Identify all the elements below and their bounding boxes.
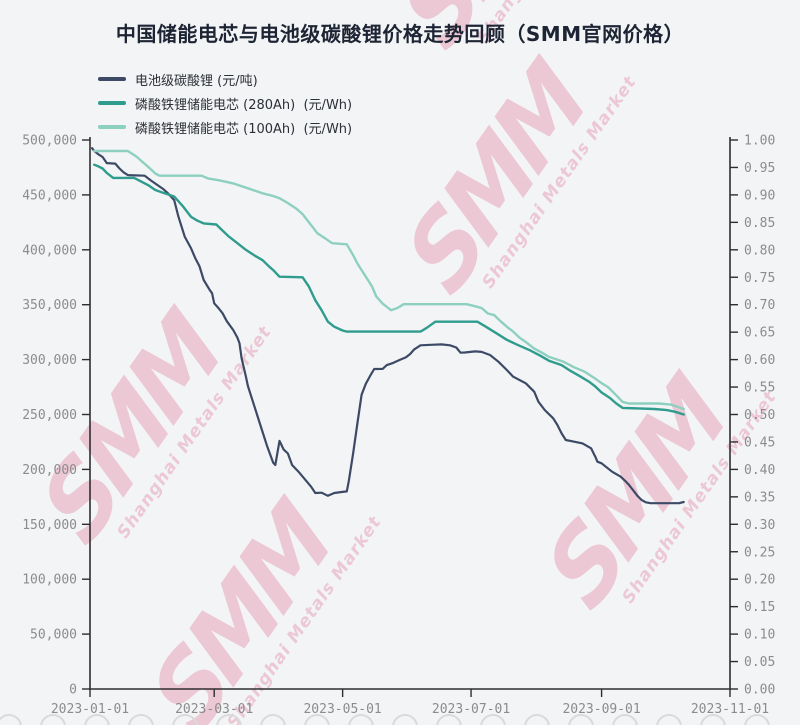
right-axis-tick-label: 0.50 (744, 408, 775, 423)
right-axis-tick-label: 0.75 (744, 271, 775, 286)
chart-legend: 电池级碳酸锂 (元/吨) 磷酸铁锂储能电芯 (280Ah) (元/Wh) 磷酸铁… (98, 67, 352, 139)
right-axis-tick-label: 0.35 (744, 490, 775, 505)
right-axis-tick-label: 0.65 (744, 326, 775, 341)
left-axis-tick-label: 300,000 (22, 353, 77, 368)
left-axis-tick-label: 250,000 (22, 408, 77, 423)
legend-swatch-lithium-carbonate (98, 77, 126, 81)
left-axis-tick-label: 50,000 (30, 628, 77, 643)
right-axis-tick-label: 1.00 (744, 134, 775, 149)
left-axis-tick-label: 150,000 (22, 518, 77, 533)
legend-label-cell-280ah: 磷酸铁锂储能电芯 (280Ah) (元/Wh) (135, 97, 353, 113)
right-axis-tick-label: 0.45 (744, 435, 775, 450)
right-axis-tick-label: 0.90 (744, 188, 775, 203)
x-axis-tick-label: 2023-09-01 (562, 702, 640, 717)
x-axis-tick-label: 2023-07-01 (432, 702, 510, 717)
right-axis-tick-label: 0.25 (744, 545, 775, 560)
legend-label-lithium-carbonate: 电池级碳酸锂 (元/吨) (135, 73, 258, 89)
right-axis-tick-label: 0.80 (744, 243, 775, 258)
legend-item-cell-280ah: 磷酸铁锂储能电芯 (280Ah) (元/Wh) (98, 91, 352, 115)
right-axis-tick-label: 0.10 (744, 628, 775, 643)
x-axis-tick-label: 2023-01-01 (51, 702, 129, 717)
right-axis-tick-label: 0.55 (744, 381, 775, 396)
left-axis-tick-label: 350,000 (22, 298, 77, 313)
legend-swatch-cell-100ah (98, 125, 126, 129)
right-axis-tick-label: 0.70 (744, 298, 775, 313)
series-line-0 (90, 147, 685, 505)
right-axis-tick-label: 0.05 (744, 655, 775, 670)
right-axis-tick-label: 0.20 (744, 573, 775, 588)
series-line-1 (92, 163, 685, 416)
legend-item-lithium-carbonate: 电池级碳酸锂 (元/吨) (98, 67, 352, 91)
bottom-logo-row (0, 714, 800, 725)
x-axis-tick-label: 2023-05-01 (303, 702, 381, 717)
right-axis-tick-label: 0.40 (744, 463, 775, 478)
legend-item-cell-100ah: 磷酸铁锂储能电芯 (100Ah) (元/Wh) (98, 115, 352, 139)
left-axis-tick-label: 0 (69, 683, 77, 698)
left-axis-tick-label: 400,000 (22, 243, 77, 258)
right-axis-tick-label: 0.30 (744, 518, 775, 533)
x-axis-tick-label: 2023-03-01 (175, 702, 253, 717)
left-axis-tick-label: 100,000 (22, 573, 77, 588)
left-axis-tick-label: 500,000 (22, 134, 77, 149)
x-axis-tick-label: 2023-11-01 (691, 702, 769, 717)
right-axis-tick-label: 0.95 (744, 161, 775, 176)
series-line-2 (92, 149, 685, 411)
left-axis-tick-label: 200,000 (22, 463, 77, 478)
chart-title: 中国储能电芯与电池级碳酸锂价格走势回顾（SMM官网价格） (115, 22, 685, 46)
legend-label-cell-100ah: 磷酸铁锂储能电芯 (100Ah) (元/Wh) (135, 121, 353, 137)
left-axis-tick-label: 450,000 (22, 188, 77, 203)
right-axis-tick-label: 0.15 (744, 600, 775, 615)
right-axis-tick-label: 0.60 (744, 353, 775, 368)
right-axis-tick-label: 0.00 (744, 683, 775, 698)
legend-swatch-cell-280ah (98, 101, 126, 105)
right-axis-tick-label: 0.85 (744, 216, 775, 231)
